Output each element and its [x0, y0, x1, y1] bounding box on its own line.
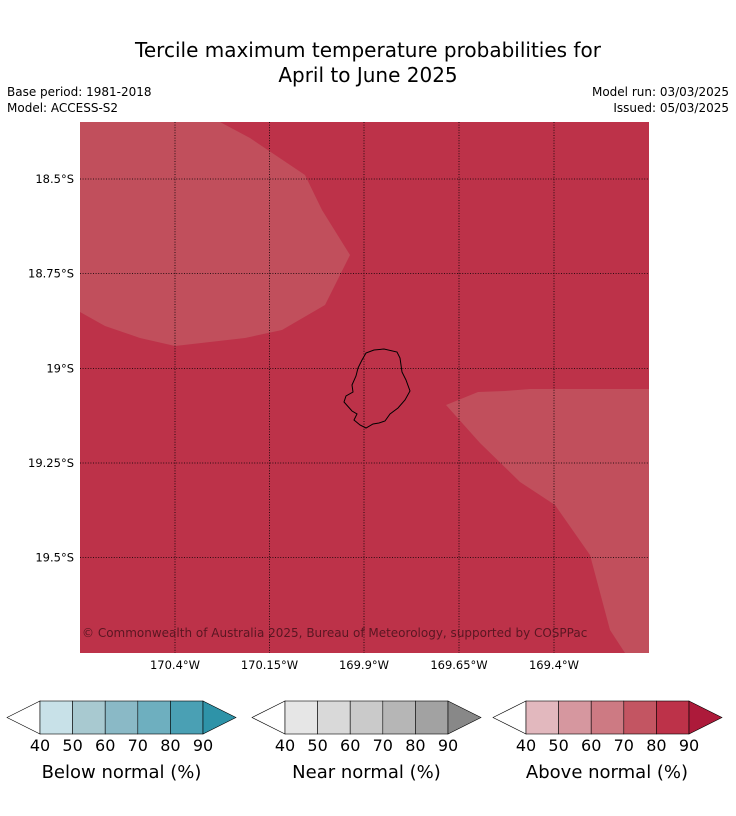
- colorbar-above-label: Above normal (%): [526, 762, 688, 783]
- lon-label-5: 169.4°W: [529, 658, 579, 672]
- region-above-70-80-northwest: [80, 122, 350, 346]
- colorbar-above-tick-70: 70: [614, 736, 634, 755]
- lat-label-2: 18.75°S: [28, 267, 74, 281]
- meta-left: Base period: 1981-2018 Model: ACCESS-S2: [7, 84, 152, 116]
- lat-label-5: 19.5°S: [35, 551, 74, 565]
- colorbar-below-bin-70-80: [137, 700, 171, 735]
- gridlines: [80, 122, 649, 653]
- colorbar-above-bin-40-50: [525, 700, 559, 735]
- colorbar-near-tick-50: 50: [307, 736, 327, 755]
- colorbar-above-extend-high: [688, 700, 723, 735]
- colorbar-below: 40 50 60 70 80 90 Below normal (%): [6, 700, 237, 783]
- colorbar-above-extend-low: [492, 700, 527, 735]
- lon-label-2: 170.15°W: [241, 658, 298, 672]
- colorbar-below-tick-60: 60: [95, 736, 115, 755]
- colorbar-below-extend-low: [6, 700, 41, 735]
- colorbar-near-tick-40: 40: [275, 736, 295, 755]
- colorbar-above-tick-60: 60: [581, 736, 601, 755]
- longitude-labels: 170.4°W 170.15°W 169.9°W 169.65°W 169.4°…: [150, 658, 579, 672]
- lon-label-3: 169.9°W: [339, 658, 389, 672]
- model-run: Model run: 03/03/2025: [591, 85, 729, 99]
- colorbar-above-bin-50-60: [558, 700, 592, 735]
- colorbar-below-bin-80-90: [170, 700, 204, 735]
- lon-label-1: 170.4°W: [150, 658, 200, 672]
- lat-label-3: 19°S: [46, 362, 74, 376]
- issued-date: Issued: 05/03/2025: [613, 101, 729, 115]
- chart-title: Tercile maximum temperature probabilitie…: [0, 38, 736, 88]
- colorbar-near-bin-70-80: [382, 700, 416, 735]
- niue-coastline: [343, 348, 411, 429]
- colorbar-below-bin-40-50: [39, 700, 73, 735]
- lat-label-1: 18.5°S: [35, 172, 74, 186]
- colorbar-below-bin-60-70: [104, 700, 139, 735]
- colorbar-above-bin-80-90: [656, 700, 690, 735]
- colorbar-near-tick-60: 60: [340, 736, 360, 755]
- colorbar-below-extend-high: [202, 700, 237, 735]
- colorbar-below-tick-90: 90: [193, 736, 213, 755]
- colorbar-below-tick-40: 40: [30, 736, 50, 755]
- meta-right: Model run: 03/03/2025 Issued: 05/03/2025: [592, 84, 729, 116]
- colorbar-near-label: Near normal (%): [292, 762, 441, 783]
- colorbar-near-bin-50-60: [317, 700, 351, 735]
- colorbar-near-bin-40-50: [284, 700, 318, 735]
- colorbar-near-tick-90: 90: [438, 736, 458, 755]
- colorbar-below-tick-50: 50: [62, 736, 82, 755]
- colorbar-below-label: Below normal (%): [42, 762, 202, 783]
- colorbar-below-tick-70: 70: [128, 736, 148, 755]
- lon-label-4: 169.65°W: [430, 658, 487, 672]
- colorbar-near: 40 50 60 70 80 90 Near normal (%): [251, 700, 482, 783]
- colorbar-near-bin-80-90: [415, 700, 449, 735]
- colorbar-near-bin-60-70: [349, 700, 384, 735]
- title-line-2: April to June 2025: [278, 63, 458, 87]
- colorbar-below-tick-80: 80: [160, 736, 180, 755]
- colorbar-above: 40 50 60 70 80 90 Above normal (%): [492, 700, 723, 783]
- colorbar-near-extend-low: [251, 700, 286, 735]
- title-line-1: Tercile maximum temperature probabilitie…: [135, 38, 601, 62]
- model-name: Model: ACCESS-S2: [7, 101, 119, 115]
- map-panel: © Commonwealth of Australia 2025, Bureau…: [80, 122, 649, 653]
- lat-label-4: 19.25°S: [28, 456, 74, 470]
- colorbar-above-bin-70-80: [623, 700, 657, 735]
- copyright-text: © Commonwealth of Australia 2025, Bureau…: [82, 626, 587, 640]
- colorbar-above-tick-50: 50: [548, 736, 568, 755]
- colorbar-near-tick-70: 70: [373, 736, 393, 755]
- colorbar-below-bin-50-60: [72, 700, 106, 735]
- region-above-70-80-southeast: [446, 389, 649, 653]
- colorbar-above-tick-80: 80: [646, 736, 666, 755]
- base-period: Base period: 1981-2018: [7, 85, 152, 99]
- colorbar-near-tick-80: 80: [405, 736, 425, 755]
- colorbar-above-tick-40: 40: [516, 736, 536, 755]
- colorbar-above-tick-90: 90: [679, 736, 699, 755]
- latitude-labels: 18.5°S 18.75°S 19°S 19.25°S 19.5°S: [28, 172, 74, 565]
- colorbar-above-bin-60-70: [590, 700, 625, 735]
- colorbar-near-extend-high: [447, 700, 482, 735]
